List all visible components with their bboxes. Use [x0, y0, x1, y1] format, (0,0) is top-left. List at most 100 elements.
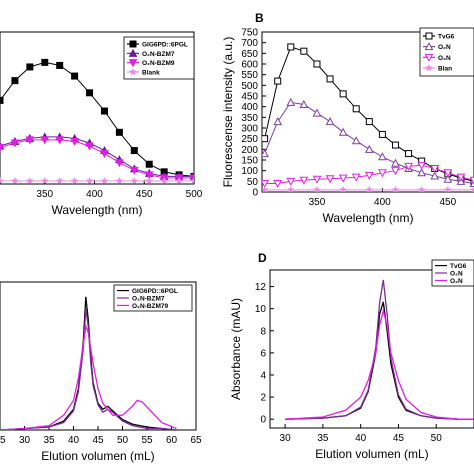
y-axis-label: Absorbance (mAU) [229, 298, 243, 400]
data-point [25, 176, 34, 184]
y-tick-label: 750 [241, 28, 258, 39]
y-tick-label: 100 [241, 166, 258, 177]
data-point [115, 159, 124, 168]
data-point [325, 175, 335, 184]
data-point [115, 128, 123, 136]
data-point [417, 185, 426, 192]
series-2 [0, 136, 194, 183]
x-tick-label: 450 [136, 189, 153, 200]
data-point [100, 107, 108, 115]
data-point [469, 176, 474, 185]
data-point [365, 185, 374, 192]
x-tick-label: 400 [86, 189, 103, 200]
x-tick-label: 35 [317, 433, 329, 444]
y-tick-label: 450 [241, 92, 258, 103]
data-point [417, 161, 426, 170]
series-line [0, 308, 177, 430]
x-tick-label: 55 [141, 435, 153, 446]
legend-marker [128, 48, 138, 57]
x-tick-label: 50 [431, 433, 443, 444]
x-axis-label: Elution volumen (mL) [315, 447, 428, 461]
x-axis-label: Wavelength (nm) [52, 203, 143, 217]
data-point [262, 185, 269, 192]
legend-entry: O₂N [450, 278, 463, 285]
data-point [145, 176, 154, 184]
series-line [0, 61, 194, 177]
series-line [285, 308, 474, 420]
data-point [41, 58, 49, 66]
data-point [175, 176, 184, 184]
data-point [443, 174, 453, 183]
legend-marker [424, 53, 434, 62]
data-point [312, 175, 322, 184]
data-point [115, 176, 124, 184]
data-point [100, 176, 109, 184]
y-tick-label: 8 [260, 326, 266, 337]
data-point [470, 185, 474, 192]
legend-entry: O₂N-BZM9 [142, 60, 175, 67]
legend-entry: Blan [438, 66, 452, 73]
legend: TvG6 O₂N O₂N Blan [419, 27, 474, 77]
data-point [338, 127, 348, 136]
data-point [160, 176, 169, 184]
data-point [85, 176, 94, 184]
data-point [55, 176, 64, 184]
data-point [56, 61, 64, 69]
y-tick-label: 50 [247, 177, 259, 188]
data-point [262, 149, 269, 158]
data-point [300, 47, 308, 55]
data-point [299, 99, 309, 109]
panel-c: 25 30 35 40 45 50 55 60 65 Elution volumen (mL) Gl… [0, 281, 202, 463]
legend-entry: Blank [142, 70, 160, 77]
series-3 [262, 185, 474, 192]
data-point [129, 166, 139, 175]
data-point [286, 185, 295, 192]
legend-entry: TvG6 [438, 34, 455, 41]
data-point [0, 96, 4, 104]
series-2 [262, 161, 474, 189]
x-tick-label: 65 [190, 435, 202, 446]
legend-marker [128, 59, 138, 68]
series-group [262, 43, 474, 192]
data-point [286, 177, 296, 186]
series-group [0, 58, 194, 184]
data-point [25, 136, 35, 145]
y-tick-label: 250 [241, 134, 258, 145]
x-tick-label: 350 [36, 189, 53, 200]
data-point [326, 75, 334, 83]
data-point [405, 150, 413, 158]
data-point [338, 174, 348, 183]
data-point [10, 176, 19, 184]
series-group [0, 296, 177, 430]
y-tick-label: 4 [260, 370, 266, 381]
plot-frame [0, 31, 195, 185]
data-point [286, 97, 296, 106]
data-point [443, 169, 453, 178]
series-group [285, 279, 474, 420]
data-point [378, 152, 387, 161]
x-tick-label: 30 [280, 433, 292, 444]
y-tick-label: 0 [252, 188, 258, 199]
series-1 [262, 97, 474, 187]
data-point [26, 63, 34, 71]
x-axis-label: Elution volumen (mL) [41, 449, 154, 463]
data-point [351, 173, 361, 182]
data-point [100, 150, 109, 159]
data-point [71, 72, 79, 80]
y-tick-label: 12 [255, 282, 267, 293]
data-point [262, 135, 269, 143]
data-point [130, 176, 139, 184]
y-tick-label: 200 [241, 145, 258, 156]
y-tick-label: 300 [241, 124, 258, 135]
y-tick-label: 700 [241, 38, 258, 49]
data-point [145, 160, 153, 168]
data-point [391, 141, 399, 149]
x-tick-label: 30 [19, 435, 31, 446]
data-point [456, 173, 466, 182]
data-point [313, 60, 321, 68]
legend-marker [425, 32, 433, 40]
data-point [378, 130, 386, 138]
data-point [144, 171, 154, 180]
data-point [391, 185, 400, 192]
